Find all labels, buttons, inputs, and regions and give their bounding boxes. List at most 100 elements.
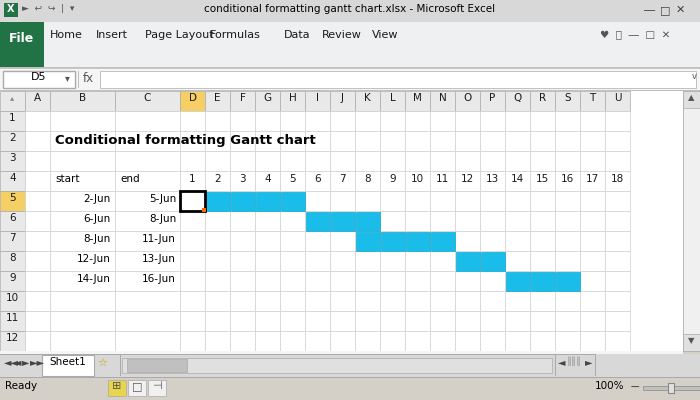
Text: N: N [439, 93, 447, 103]
Text: end: end [120, 174, 139, 184]
Bar [255, 151, 280, 171]
Text: ►►: ►► [30, 357, 45, 367]
Bar [180, 211, 205, 231]
Bar [180, 151, 205, 171]
Text: ◄: ◄ [558, 357, 566, 367]
Bar [205, 231, 230, 251]
Text: ◄: ◄ [14, 357, 22, 367]
Text: B: B [79, 93, 86, 103]
Bar [205, 111, 230, 131]
Bar [280, 251, 305, 271]
Bar [305, 191, 330, 211]
Bar [555, 271, 580, 291]
Bar [120, 355, 121, 376]
Bar [25, 131, 50, 151]
Bar [455, 211, 480, 231]
Bar [280, 331, 305, 351]
Bar [0, 151, 25, 171]
Text: fx: fx [83, 72, 94, 85]
Bar [381, 232, 405, 250]
Bar [305, 151, 330, 171]
Bar [280, 171, 305, 191]
Bar [205, 211, 230, 231]
Bar [0, 91, 683, 351]
Bar [480, 111, 505, 131]
Bar [355, 131, 380, 151]
Bar [505, 311, 530, 331]
Bar [280, 91, 305, 111]
Bar [505, 331, 530, 351]
Bar [205, 151, 230, 171]
Bar [305, 212, 330, 230]
Bar [0, 351, 683, 354]
Bar [380, 191, 405, 211]
Text: ✕: ✕ [676, 5, 685, 15]
Bar [555, 211, 580, 231]
Text: I: I [316, 93, 319, 103]
Text: Formulas: Formulas [210, 30, 261, 40]
Bar [455, 131, 480, 151]
Text: ☆: ☆ [97, 358, 107, 368]
Text: start: start [55, 174, 80, 184]
Bar [180, 251, 205, 271]
Text: D: D [188, 93, 197, 103]
Bar [580, 91, 605, 111]
Text: 5: 5 [9, 193, 16, 203]
Bar [530, 331, 555, 351]
Bar [0, 211, 25, 231]
Text: 16-Jun: 16-Jun [142, 274, 176, 284]
Bar [330, 171, 355, 191]
Bar [480, 211, 505, 231]
Bar [530, 271, 555, 291]
Bar [50, 251, 115, 271]
Text: X: X [7, 4, 15, 14]
Bar [596, 354, 700, 377]
Bar [205, 331, 230, 351]
Bar [455, 111, 480, 131]
Bar [0, 377, 700, 400]
Bar [330, 91, 355, 111]
Bar [380, 331, 405, 351]
Bar [330, 231, 355, 251]
Bar [505, 231, 530, 251]
Bar [50, 211, 115, 231]
Bar [480, 291, 505, 311]
Bar [405, 331, 430, 351]
Bar [555, 355, 556, 376]
Bar [50, 231, 115, 251]
Bar [580, 291, 605, 311]
Bar [255, 331, 280, 351]
Bar [580, 171, 605, 191]
Text: 100%: 100% [595, 381, 624, 391]
Bar [205, 311, 230, 331]
Bar [206, 192, 230, 210]
Bar [255, 171, 280, 191]
Bar [0, 331, 25, 351]
Bar [0, 131, 25, 151]
Bar [505, 131, 530, 151]
Text: ►: ► [22, 357, 29, 367]
Text: R: R [539, 93, 546, 103]
Bar [255, 231, 280, 251]
Bar [405, 251, 430, 271]
Bar [455, 291, 480, 311]
Bar [580, 151, 605, 171]
Bar [115, 331, 180, 351]
Bar [230, 151, 255, 171]
Bar [330, 311, 355, 331]
Bar [230, 191, 255, 211]
Text: 14: 14 [511, 174, 524, 184]
Text: 8: 8 [364, 174, 371, 184]
Bar [355, 331, 380, 351]
Bar [555, 231, 580, 251]
Text: ║║║: ║║║ [567, 357, 582, 366]
Bar [595, 355, 596, 376]
Text: ♥  ❓  ―  □  ✕: ♥ ❓ ― □ ✕ [600, 30, 671, 40]
Text: □: □ [132, 381, 142, 391]
Bar [355, 311, 380, 331]
Bar [555, 151, 580, 171]
Bar [530, 91, 555, 111]
Bar [230, 131, 255, 151]
Text: 12-Jun: 12-Jun [77, 254, 111, 264]
Bar [205, 291, 230, 311]
